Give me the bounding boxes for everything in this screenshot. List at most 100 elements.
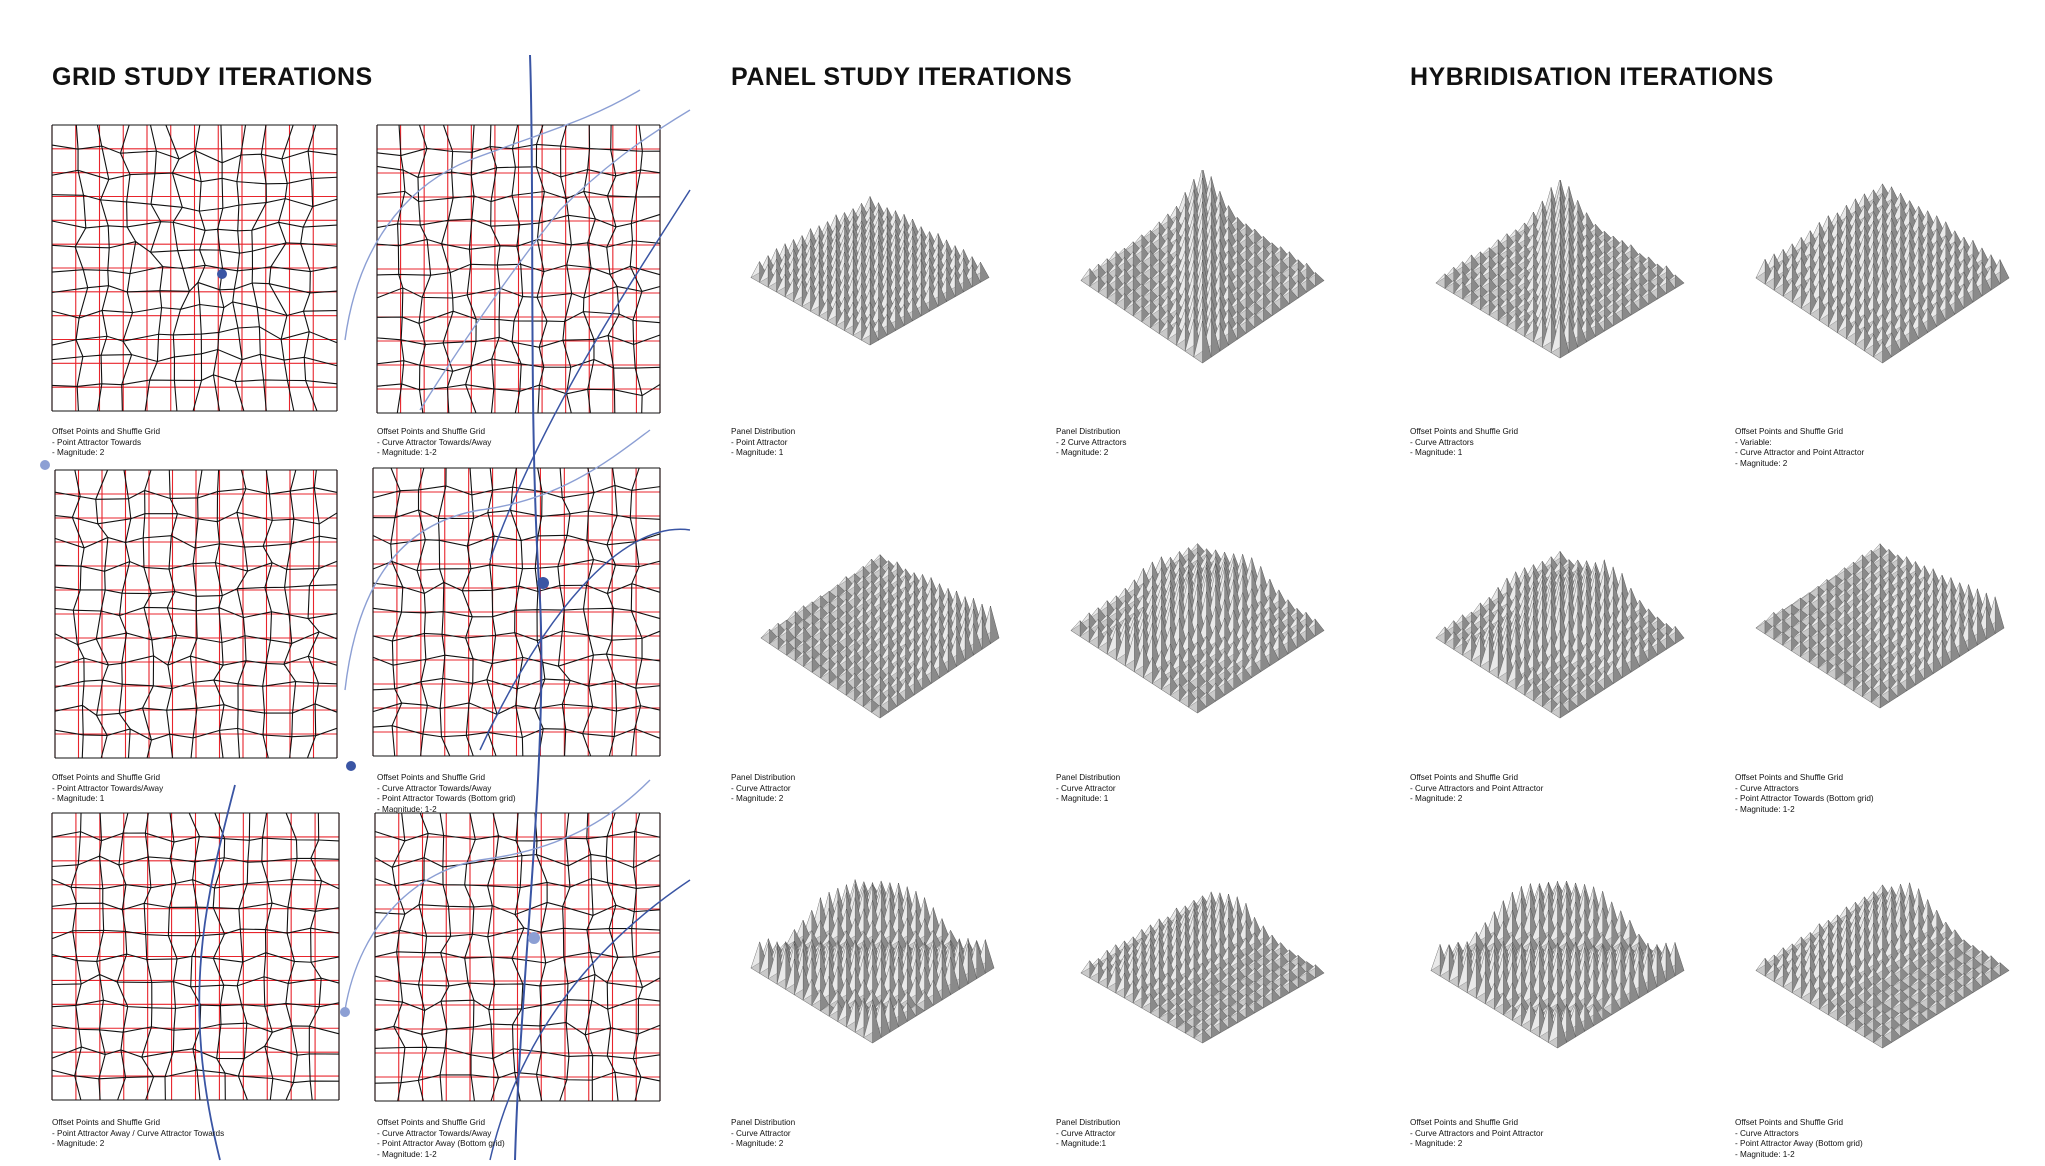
deformed-grid-line — [300, 124, 318, 412]
panel-facet — [1150, 294, 1160, 305]
panel-facet — [862, 685, 872, 696]
attractor-curve — [419, 109, 691, 411]
deformed-grid-line — [374, 1071, 661, 1084]
panel-facet — [1237, 976, 1247, 984]
panel-facet — [888, 676, 898, 690]
panel-facet — [888, 640, 898, 656]
panel-facet — [1133, 568, 1144, 590]
panel-facet — [863, 1005, 873, 1038]
panel-facet — [794, 619, 804, 627]
panel-facet — [1251, 645, 1261, 667]
panel-facet — [1167, 1003, 1177, 1014]
panel-facet — [846, 918, 856, 942]
panel-facet — [1115, 282, 1125, 293]
panel-facet — [828, 660, 838, 673]
panel-facet — [1254, 983, 1264, 994]
panel-facet — [1098, 600, 1108, 613]
panel-facet — [1080, 960, 1090, 974]
panel-facet — [1125, 633, 1135, 667]
panel-facet — [1150, 918, 1160, 934]
panel-facet — [1197, 651, 1207, 666]
panel-facet — [1159, 984, 1168, 999]
panel-facet — [1263, 274, 1273, 287]
panel-facet — [1271, 966, 1281, 974]
panel-facet — [1202, 1013, 1212, 1024]
panel-facet — [837, 654, 847, 667]
panel-facet — [1263, 948, 1273, 959]
panel-facet — [1176, 987, 1186, 999]
panel-facet — [1150, 318, 1160, 328]
panel-facet — [862, 673, 872, 684]
panel-facet — [820, 633, 830, 644]
panel-facet — [1079, 626, 1090, 637]
panel-facet — [1254, 975, 1264, 984]
panel-facet — [810, 291, 820, 312]
panel-facet — [767, 269, 777, 288]
panel-facet — [1159, 272, 1168, 287]
panel-facet — [879, 600, 889, 616]
panel-facet — [1280, 969, 1290, 979]
panel-facet — [1263, 934, 1273, 949]
deformed-grid-line — [51, 1069, 340, 1084]
panel-facet — [1228, 967, 1238, 979]
panel-facet — [1289, 954, 1299, 964]
panel-facet — [1176, 322, 1186, 346]
panel-facet — [1289, 268, 1299, 281]
panel-facet — [837, 978, 847, 1001]
panel-facet — [1176, 237, 1186, 264]
panel-facet — [777, 619, 787, 627]
panel-facet — [845, 580, 855, 593]
panel-facet — [803, 646, 813, 656]
panel-facet — [907, 930, 917, 947]
panel-facet — [1124, 251, 1134, 263]
panel-facet — [750, 941, 760, 969]
panel-facet — [794, 605, 804, 616]
panel-facet — [811, 665, 821, 673]
panel-facet — [1206, 671, 1216, 684]
panel-facet — [820, 644, 830, 656]
panel-facet — [1159, 916, 1168, 929]
panel-facet — [1098, 258, 1108, 269]
panel-facet — [1167, 239, 1177, 258]
panel-facet — [1159, 213, 1168, 228]
panel-rendering-4 — [1070, 543, 1325, 714]
panel-facet — [1150, 259, 1160, 269]
panel-facet — [1254, 260, 1264, 269]
panel-facet — [1224, 659, 1234, 672]
panel-facet — [871, 594, 881, 610]
panel-facet — [837, 576, 847, 587]
panel-facet — [1228, 954, 1238, 969]
panel-facet — [898, 991, 908, 1006]
panel-facet — [828, 1000, 838, 1017]
panel-facet — [837, 598, 847, 610]
panel-facet — [1215, 677, 1225, 690]
panel-facet — [862, 635, 872, 650]
panel-facet — [1280, 960, 1290, 969]
panel-facet — [1161, 675, 1171, 690]
panel-facet — [896, 622, 906, 639]
panel-facet — [1242, 656, 1252, 672]
panel-facet — [794, 626, 804, 639]
panel-facet — [794, 640, 804, 650]
panel-facet — [803, 635, 813, 644]
panel-facet — [835, 308, 845, 327]
grid-iteration-1 — [51, 124, 338, 412]
panel-facet — [785, 959, 795, 990]
panel-facet — [1176, 203, 1186, 228]
panel-facet — [1088, 618, 1099, 631]
panel-facet — [1159, 237, 1168, 252]
panel-facet — [888, 690, 898, 701]
panel-facet — [1089, 962, 1099, 979]
panel-facet — [1141, 264, 1151, 275]
panel-facet — [1070, 620, 1081, 631]
point-attractor-dot — [217, 269, 227, 279]
panel-facet — [1115, 257, 1125, 269]
grid-iteration-3 — [54, 469, 338, 759]
panel-facet — [1237, 306, 1247, 316]
panel-facet — [820, 976, 830, 1001]
panel-facet — [1124, 275, 1134, 287]
panel-facet — [803, 613, 813, 621]
panel-facet — [1141, 993, 1151, 1009]
panel-facet — [769, 635, 779, 644]
panel-facet — [820, 621, 830, 633]
